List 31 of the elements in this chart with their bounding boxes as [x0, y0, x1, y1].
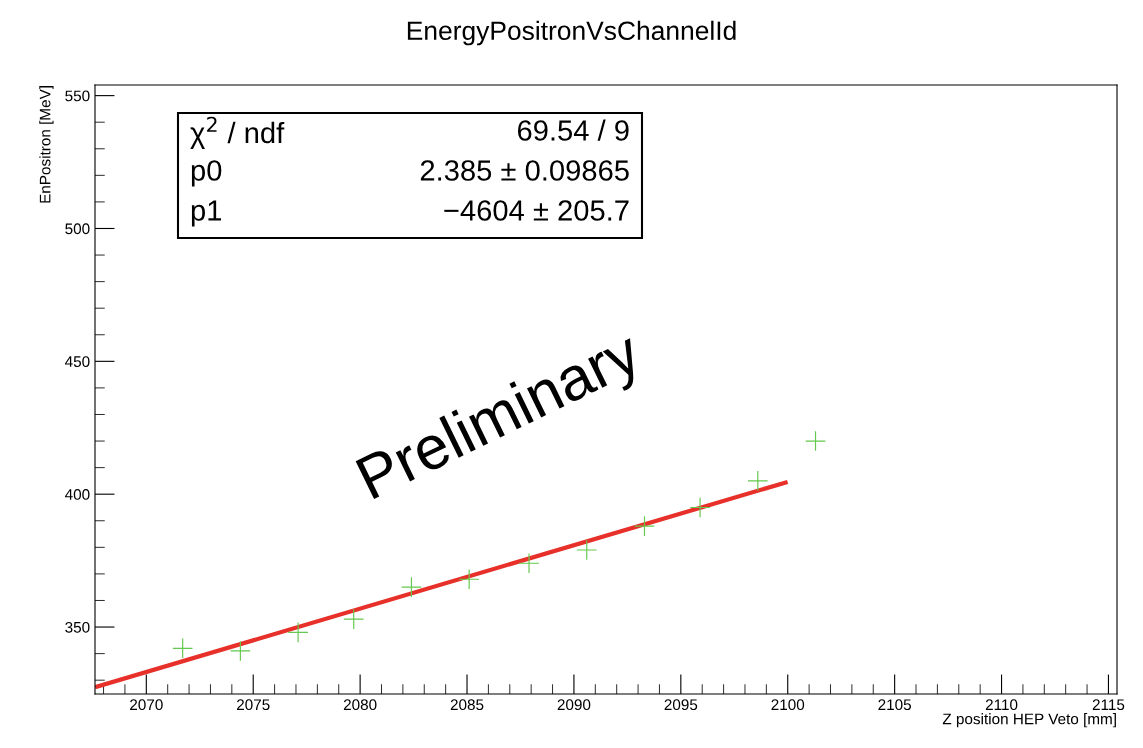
- point: [634, 516, 655, 536]
- chart-title: EnergyPositronVsChannelId: [407, 20, 736, 46]
- y-tick-label: 400: [65, 489, 90, 500]
- annotation: 69.54 / 9: [517, 119, 629, 141]
- point: [576, 540, 597, 560]
- x-tick-label: 2075: [236, 699, 270, 711]
- annotation: −4604 ± 205.7: [444, 200, 629, 221]
- annotation: p0: [191, 160, 222, 187]
- x-tick-label: 2105: [878, 699, 911, 711]
- x-tick-label: 2100: [771, 699, 805, 711]
- x-tick-label: 2095: [664, 699, 698, 711]
- y-tick-label: 450: [65, 356, 90, 368]
- x-tick-label: 2110: [985, 699, 1018, 711]
- point: [519, 553, 539, 574]
- point: [343, 609, 364, 629]
- y-tick-label: 550: [65, 90, 90, 102]
- y-tick-label: 500: [65, 223, 90, 235]
- x-tick-label: 2115: [1092, 699, 1125, 711]
- annotation: χ$^{2}$ / ndf: [190, 116, 285, 150]
- x-tick-label: 2090: [557, 699, 591, 711]
- point: [805, 431, 826, 451]
- x-tick-label: 2070: [130, 699, 163, 711]
- x-tick-label: 2085: [450, 699, 484, 711]
- y-tick-label: 350: [65, 621, 90, 633]
- point: [690, 497, 710, 518]
- annotation: p1: [191, 200, 222, 227]
- x-tick-label: 2080: [343, 699, 377, 711]
- x-axis-title: Z position HEP Veto [mm]: [942, 713, 1116, 728]
- y-axis-title: EnPositron [MeV]: [39, 86, 54, 203]
- point: [230, 641, 251, 661]
- annotation: 2.385 ± 0.09865: [420, 160, 629, 181]
